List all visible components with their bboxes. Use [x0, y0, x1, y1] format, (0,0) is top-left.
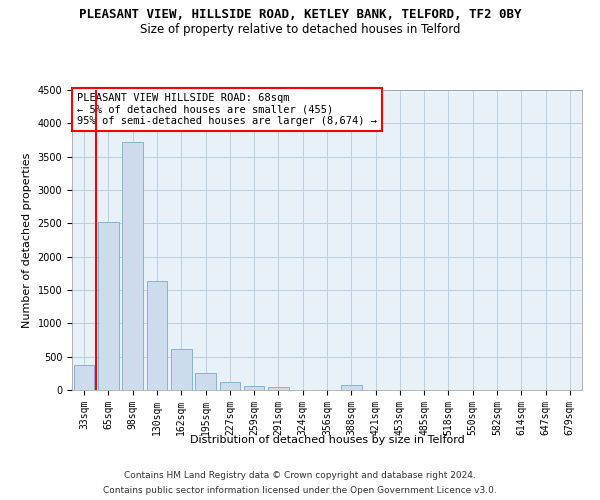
- Text: PLEASANT VIEW HILLSIDE ROAD: 68sqm
← 5% of detached houses are smaller (455)
95%: PLEASANT VIEW HILLSIDE ROAD: 68sqm ← 5% …: [77, 93, 377, 126]
- Bar: [220, 382, 240, 390]
- Bar: [98, 222, 119, 390]
- Bar: [171, 350, 191, 390]
- Text: Distribution of detached houses by size in Telford: Distribution of detached houses by size …: [190, 435, 464, 445]
- Bar: [341, 385, 362, 390]
- Text: Size of property relative to detached houses in Telford: Size of property relative to detached ho…: [140, 22, 460, 36]
- Text: Contains public sector information licensed under the Open Government Licence v3: Contains public sector information licen…: [103, 486, 497, 495]
- Bar: [146, 280, 167, 390]
- Y-axis label: Number of detached properties: Number of detached properties: [22, 152, 32, 328]
- Bar: [268, 386, 289, 390]
- Bar: [195, 374, 216, 390]
- Bar: [122, 142, 143, 390]
- Bar: [74, 364, 94, 390]
- Bar: [244, 386, 265, 390]
- Text: Contains HM Land Registry data © Crown copyright and database right 2024.: Contains HM Land Registry data © Crown c…: [124, 471, 476, 480]
- Text: PLEASANT VIEW, HILLSIDE ROAD, KETLEY BANK, TELFORD, TF2 0BY: PLEASANT VIEW, HILLSIDE ROAD, KETLEY BAN…: [79, 8, 521, 20]
